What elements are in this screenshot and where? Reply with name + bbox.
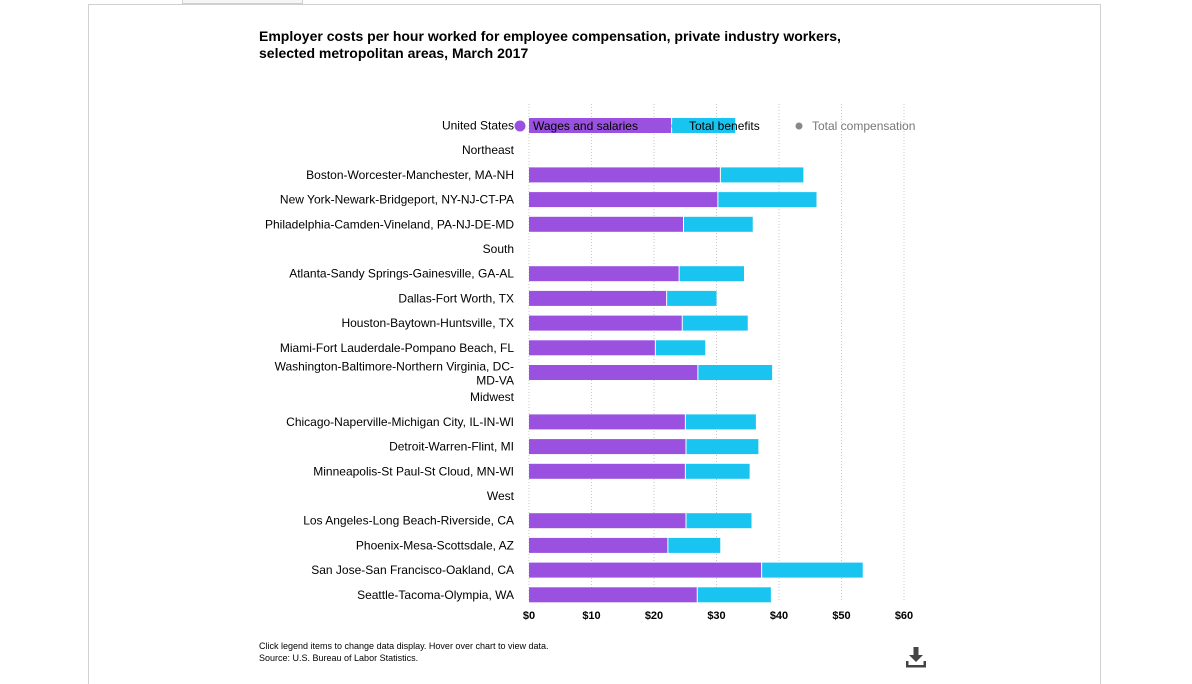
legend-marker[interactable] (795, 122, 803, 130)
bar-wages[interactable] (529, 266, 679, 282)
download-icon (906, 647, 926, 668)
bar-wages[interactable] (529, 439, 686, 455)
chart-footer: Click legend items to change data displa… (259, 640, 548, 664)
category-label: Phoenix-Mesa-Scottsdale, AZ (356, 538, 514, 552)
bar-benefits[interactable] (762, 562, 863, 578)
region-header: West (487, 489, 515, 503)
bar-wages[interactable] (529, 216, 683, 232)
bar-wages[interactable] (529, 340, 655, 356)
category-label: Boston-Worcester-Manchester, MA-NH (306, 168, 514, 182)
category-label-highlight: United States (442, 119, 514, 133)
bar-benefits[interactable] (668, 537, 721, 553)
page-frame (88, 4, 1101, 684)
bar-benefits[interactable] (685, 463, 750, 479)
bar-wages[interactable] (529, 290, 667, 306)
footer-source: Source: U.S. Bureau of Labor Statistics. (259, 653, 419, 663)
bar-wages[interactable] (529, 537, 668, 553)
bar-wages[interactable] (529, 463, 685, 479)
legend-item[interactable]: Total benefits (689, 119, 760, 133)
region-header: Northeast (462, 143, 515, 157)
bar-benefits[interactable] (685, 414, 756, 430)
bar-benefits[interactable] (686, 439, 759, 455)
bar-benefits[interactable] (672, 118, 736, 133)
x-tick-label: $50 (832, 610, 850, 622)
category-label: Seattle-Tacoma-Olympia, WA (357, 588, 514, 602)
category-label: Detroit-Warren-Flint, MI (389, 440, 514, 454)
legend-marker[interactable] (671, 120, 683, 132)
category-label: San Jose-San Francisco-Oakland, CA (311, 563, 514, 577)
bar-benefits[interactable] (698, 365, 773, 380)
footer-note: Click legend items to change data displa… (259, 641, 549, 651)
bar-benefits[interactable] (720, 167, 804, 183)
x-tick-label: $10 (582, 610, 600, 622)
x-tick-label: $30 (707, 610, 725, 622)
bar-benefits[interactable] (697, 587, 771, 603)
bar-benefits[interactable] (718, 192, 817, 208)
x-tick-label: $0 (523, 610, 535, 622)
bar-wages[interactable] (529, 167, 720, 183)
bar-benefits[interactable] (667, 290, 717, 306)
legend-item[interactable]: Wages and salaries (533, 119, 638, 133)
x-tick-label: $20 (645, 610, 663, 622)
bar-wages[interactable] (529, 513, 686, 529)
x-tick-label: $60 (895, 610, 913, 622)
x-tick-label: $40 (770, 610, 788, 622)
legend-marker[interactable] (514, 120, 526, 132)
category-label: Atlanta-Sandy Springs-Gainesville, GA-AL (289, 267, 514, 281)
bar-benefits[interactable] (655, 340, 706, 356)
category-label: New York-Newark-Bridgeport, NY-NJ-CT-PA (280, 193, 514, 207)
category-label: Washington-Baltimore-Northern Virginia, … (275, 360, 514, 388)
chart-area[interactable]: United States Northeast Boston-Worcester-M… (0, 0, 1192, 670)
region-header: Midwest (470, 390, 515, 404)
bar-wages[interactable] (529, 587, 697, 603)
category-label: Chicago-Naperville-Michigan City, IL-IN-… (286, 415, 514, 429)
tab-stub[interactable] (182, 0, 303, 4)
bar-wages[interactable] (529, 365, 698, 380)
bar-wages[interactable] (529, 192, 718, 208)
bar-wages[interactable] (529, 414, 685, 430)
legend-item[interactable]: Total compensation (812, 119, 915, 133)
category-label: Los Angeles-Long Beach-Riverside, CA (303, 514, 514, 528)
bar-benefits[interactable] (684, 216, 753, 232)
chart-title: Employer costs per hour worked for emplo… (259, 28, 841, 61)
bar-benefits[interactable] (686, 513, 752, 529)
category-label: Minneapolis-St Paul-St Cloud, MN-WI (313, 464, 514, 478)
region-header: South (483, 242, 514, 256)
download-button[interactable] (903, 645, 929, 669)
bar-benefits[interactable] (682, 315, 748, 331)
bar-wages[interactable] (529, 315, 682, 331)
category-label: Houston-Baytown-Huntsville, TX (341, 316, 514, 330)
category-label: Dallas-Fort Worth, TX (398, 291, 514, 305)
category-label: Miami-Fort Lauderdale-Pompano Beach, FL (280, 341, 514, 355)
category-label: Philadelphia-Camden-Vineland, PA-NJ-DE-M… (265, 217, 514, 231)
bar-benefits[interactable] (679, 266, 744, 282)
bar-wages[interactable] (529, 118, 672, 133)
bar-wages[interactable] (529, 562, 762, 578)
